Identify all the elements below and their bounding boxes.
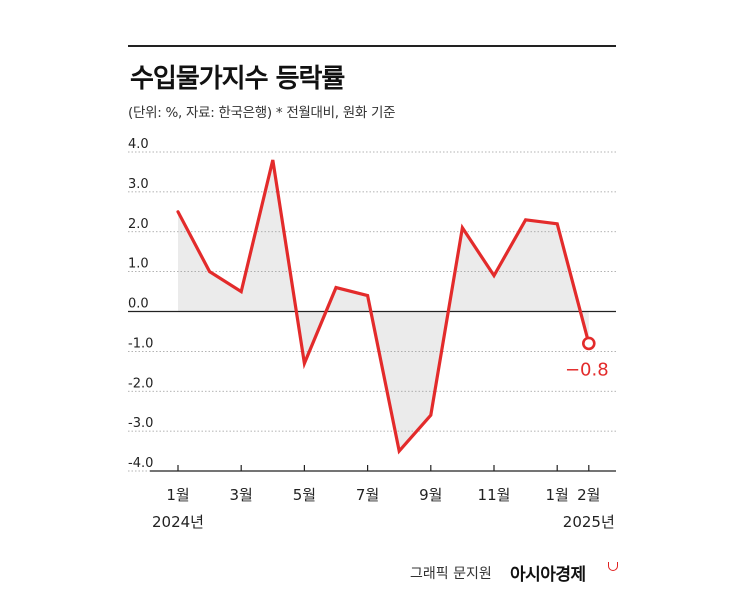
x-tick-year: 2025년 [563,513,615,531]
x-tick-year: 2024년 [152,513,204,531]
area-fill [178,159,589,452]
y-tick-label: 3.0 [128,177,149,192]
x-tick-label: 9월 [419,486,442,504]
top-rule [128,45,616,47]
y-tick-label: 0.0 [128,297,149,312]
y-tick-label: -4.0 [128,456,153,471]
logo-mark-icon [608,562,618,571]
y-tick-label: -2.0 [128,376,153,391]
series-line [176,159,591,455]
y-tick-label: 4.0 [128,137,149,152]
data-label: −0.8 [565,359,609,380]
y-tick-label: -1.0 [128,336,153,351]
x-tick-label: 5월 [293,486,316,504]
x-tick-label: 2월 [577,486,600,504]
last-point-marker [581,336,596,351]
y-tick-label: 1.0 [128,257,149,272]
x-tick-label: 1월 [546,486,569,504]
x-tick-label: 7월 [356,486,379,504]
chart-subtitle: (단위: %, 자료: 한국은행) * 전월대비, 원화 기준 [128,105,396,121]
x-tick-label: 1월 [166,486,189,504]
chart-title: 수입물가지수 등락률 [130,64,345,94]
x-tick-label: 11월 [478,486,511,504]
y-tick-label: -3.0 [128,416,153,431]
publisher-logo: 아시아경제 [510,565,586,585]
x-tick-label: 3월 [230,486,253,504]
graphic-credit: 그래픽 문지원 [410,566,492,582]
y-tick-label: 2.0 [128,217,149,232]
